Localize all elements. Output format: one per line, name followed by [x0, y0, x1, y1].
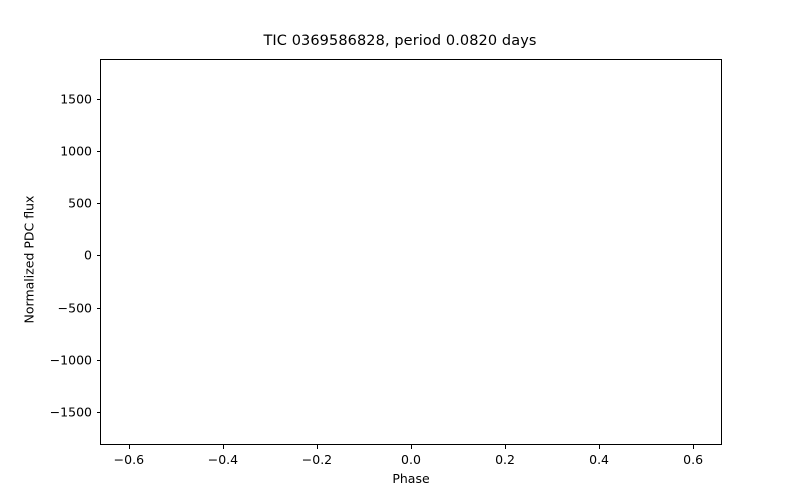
x-ticklabel: 0.2: [495, 452, 515, 467]
y-ticklabel: −500: [57, 300, 92, 316]
x-tickmark: [411, 445, 413, 449]
x-tickmark: [222, 445, 224, 449]
x-ticklabel: −0.6: [113, 452, 145, 467]
x-ticklabel: 0.0: [401, 452, 421, 467]
x-axis-label: Phase: [392, 471, 430, 486]
y-tickmark: [96, 307, 100, 309]
page-title: TIC 0369586828, period 0.0820 days: [263, 33, 537, 49]
x-tickmark: [316, 445, 319, 449]
x-ticklabel: 0.4: [589, 452, 610, 467]
x-tickmark: [599, 445, 601, 449]
x-tickmark: [505, 445, 507, 449]
y-ticklabel: −1500: [49, 404, 92, 420]
y-ticklabel: 0: [84, 247, 92, 263]
y-axis-label: Normalized PDC flux: [21, 195, 37, 324]
x-tickmark: [693, 445, 695, 449]
y-tickmark: [96, 412, 100, 414]
y-ticklabel: 1500: [60, 91, 92, 107]
y-ticklabel: 1000: [60, 143, 92, 159]
y-ticklabel: −1000: [49, 352, 92, 368]
y-tickmark: [96, 150, 100, 153]
x-ticklabel: −0.2: [301, 452, 333, 467]
x-ticklabel: 0.6: [683, 452, 704, 467]
plot-area: [100, 59, 722, 445]
x-ticklabel: −0.4: [207, 452, 239, 467]
y-tickmark: [96, 255, 100, 257]
y-tickmark: [96, 98, 100, 100]
y-tickmark: [96, 359, 100, 361]
y-tickmark: [96, 203, 100, 205]
x-tickmark: [128, 445, 130, 449]
y-ticklabel: 500: [68, 195, 92, 211]
scatter-plot-canvas: [101, 60, 721, 444]
